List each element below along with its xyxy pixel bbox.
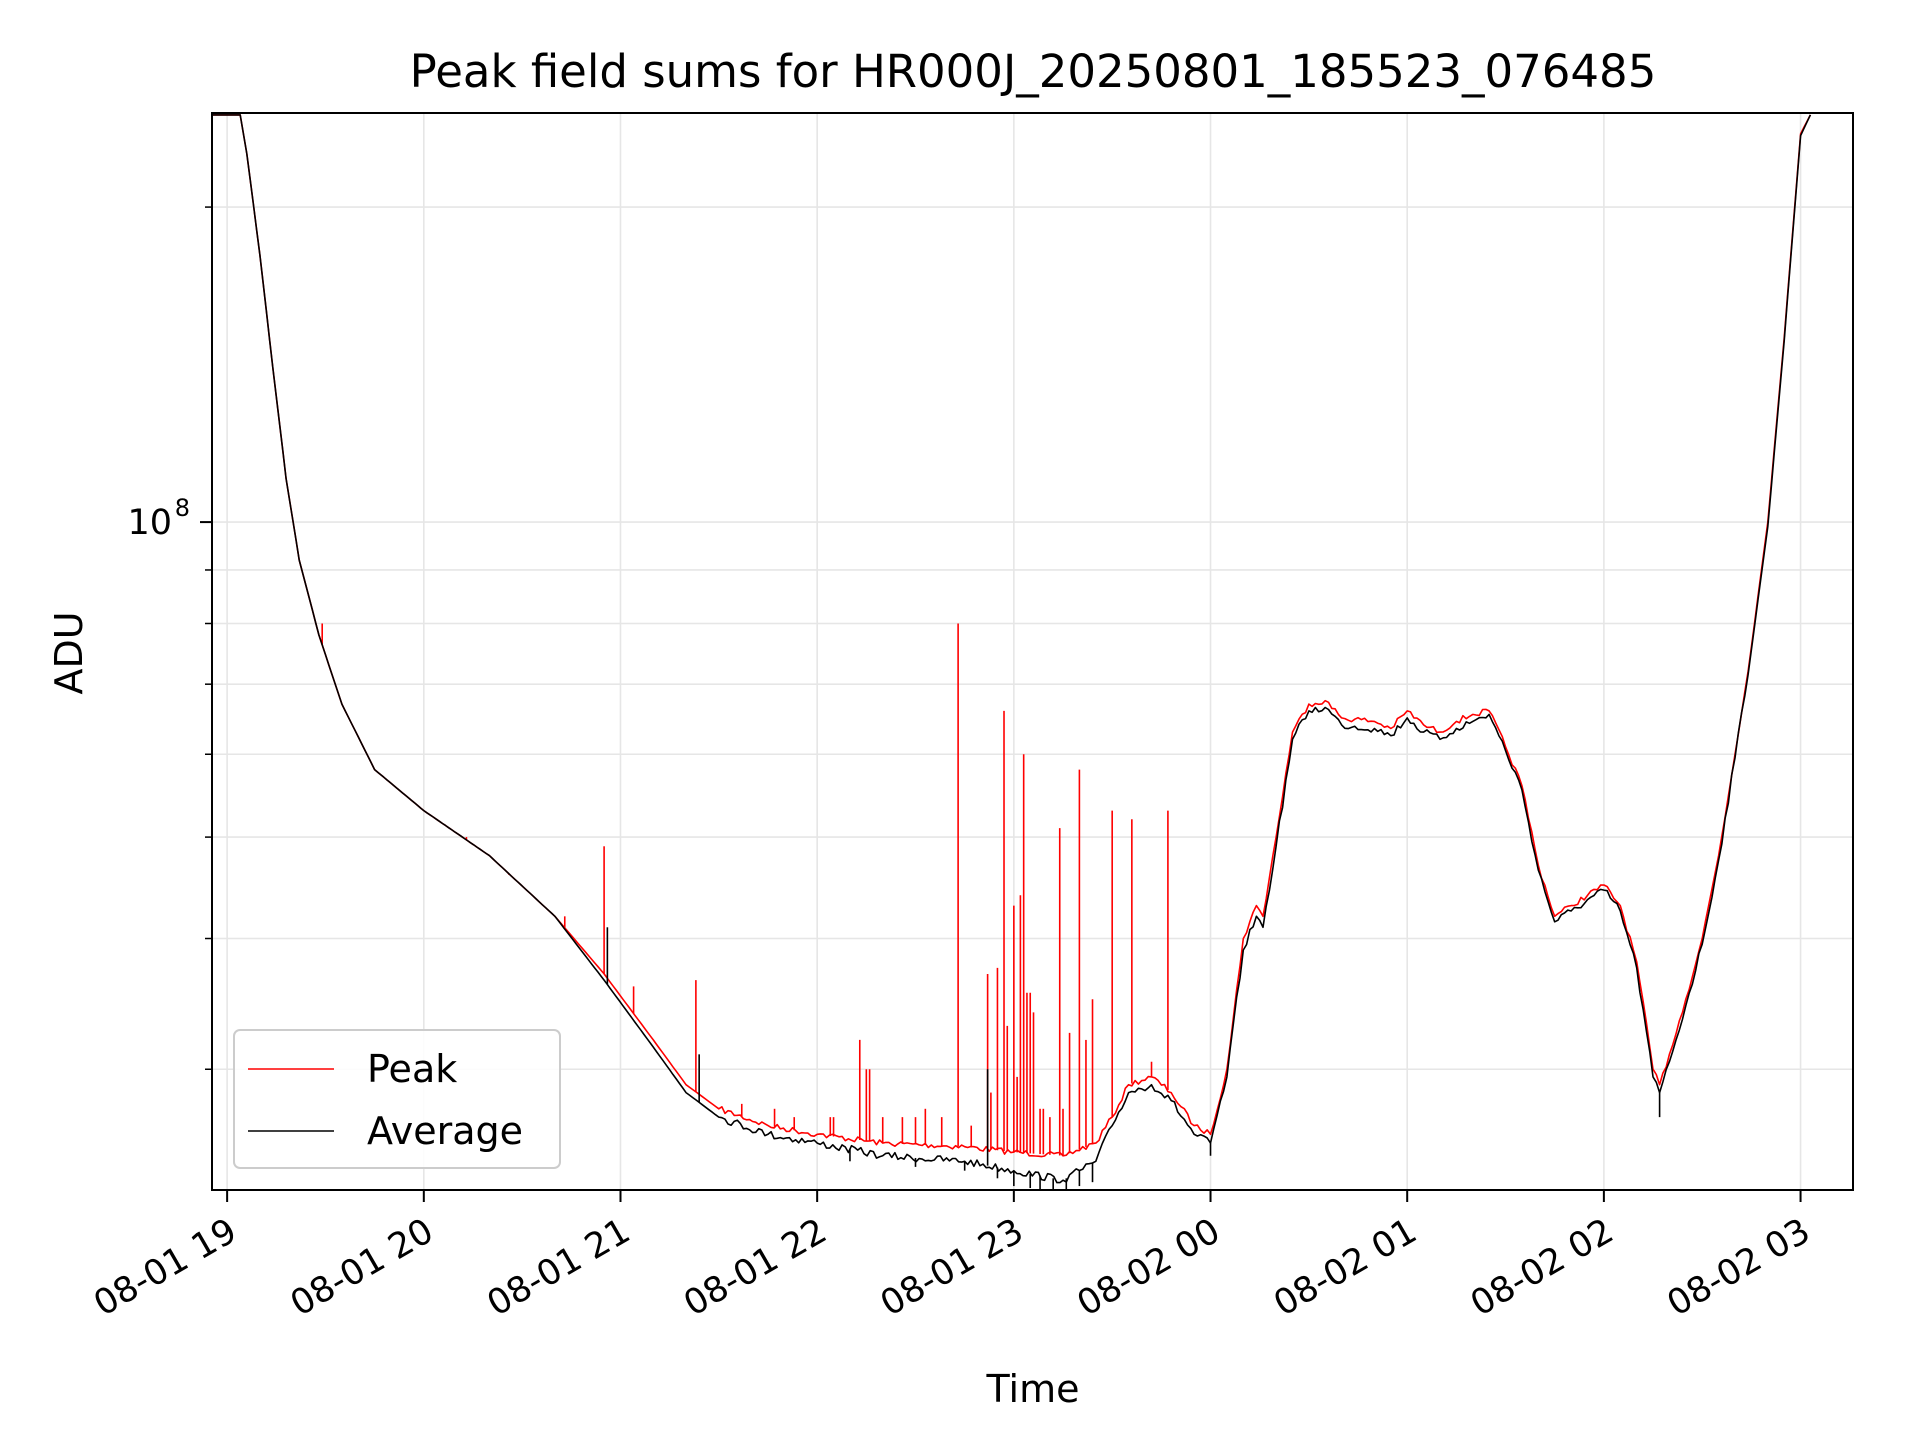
legend-box xyxy=(233,1029,561,1169)
x-tick-label: 08-01 23 xyxy=(874,1211,1030,1324)
y-tick-label: 10 xyxy=(127,503,172,543)
x-tick-label: 08-01 20 xyxy=(284,1211,440,1324)
x-tick-label: 08-02 03 xyxy=(1661,1211,1817,1324)
grid-lines xyxy=(212,113,1853,1190)
x-tick-label: 08-02 02 xyxy=(1464,1211,1620,1324)
plot-frame xyxy=(211,112,1854,1191)
x-tick-label: 08-01 22 xyxy=(677,1211,833,1324)
x-tick-label: 08-01 19 xyxy=(87,1211,243,1324)
legend-label-average: Average xyxy=(367,1109,523,1153)
x-tick-label: 08-02 01 xyxy=(1267,1211,1423,1324)
plot-series xyxy=(212,114,1812,1190)
series-line-peak xyxy=(212,114,1812,1158)
y-axis-label: ADU xyxy=(47,611,91,694)
y-tick-label-exponent: 8 xyxy=(175,494,190,522)
series-line-average xyxy=(212,114,1812,1184)
x-tick-label: 08-01 21 xyxy=(481,1211,637,1324)
y-tick-label-base: 10 xyxy=(127,503,172,543)
x-tick-label: 08-02 00 xyxy=(1071,1211,1227,1324)
x-axis-label: Time xyxy=(986,1367,1080,1411)
chart-title: Peak field sums for HR000J_20250801_1855… xyxy=(410,45,1657,98)
legend: Peak Average xyxy=(233,1029,561,1169)
legend-label-peak: Peak xyxy=(367,1047,457,1091)
